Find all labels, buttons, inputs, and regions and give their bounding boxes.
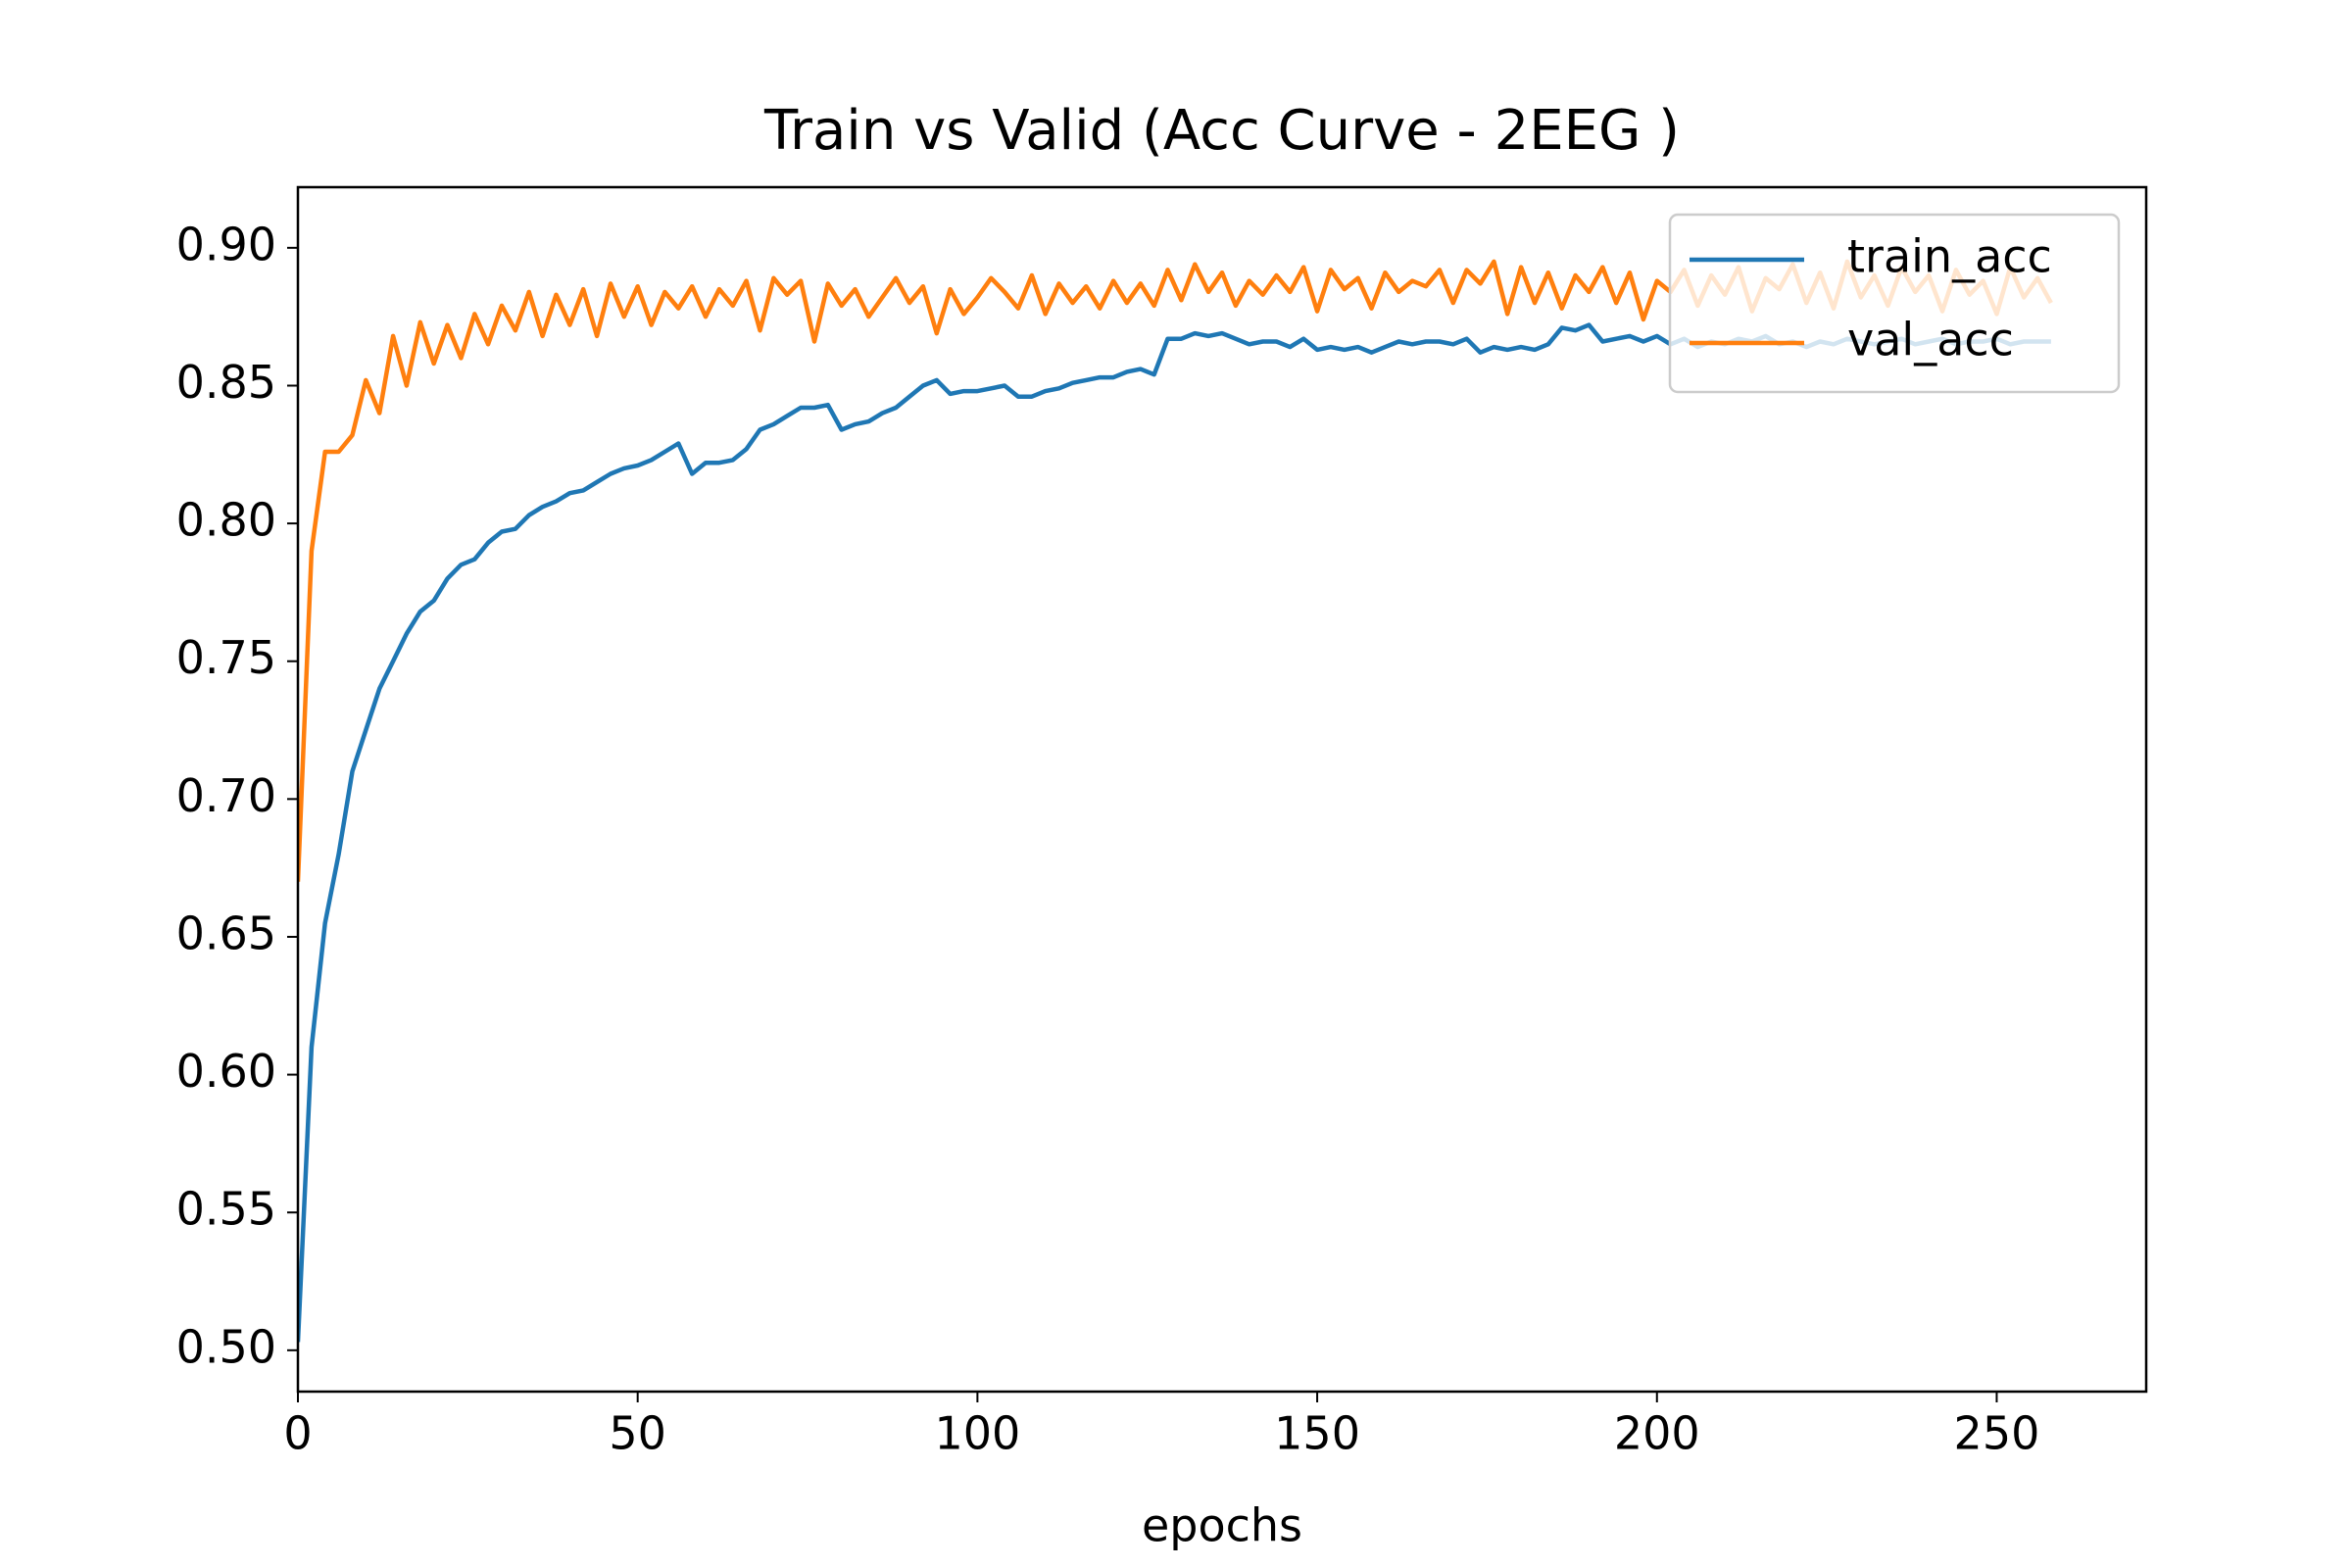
x-axis-label: epochs: [1142, 1499, 1302, 1552]
x-tick-label: 100: [934, 1407, 1020, 1460]
x-tick-label: 250: [1954, 1407, 2040, 1460]
x-tick-label: 50: [609, 1407, 666, 1460]
series-line: [298, 322, 2051, 1343]
x-tick-label: 0: [283, 1407, 312, 1460]
y-tick-label: 0.75: [176, 631, 276, 684]
plot-frame: [296, 185, 2148, 1394]
y-tick-label: 0.90: [176, 218, 276, 270]
y-tick-label: 0.65: [176, 906, 276, 959]
x-tick-label: 150: [1274, 1407, 1360, 1460]
x-tick-label: 200: [1614, 1407, 1700, 1460]
y-tick-label: 0.60: [176, 1045, 276, 1098]
chart-title: Train vs Valid (Acc Curve - 2EEG ): [763, 99, 1680, 163]
y-tick-label: 0.70: [176, 769, 276, 822]
y-tick-label: 0.80: [176, 494, 276, 547]
legend-label: val_acc: [1847, 314, 2014, 367]
y-tick-label: 0.55: [176, 1183, 276, 1236]
legend-label: train_acc: [1847, 230, 2052, 283]
y-tick-label: 0.85: [176, 356, 276, 409]
y-tick-label: 0.50: [176, 1320, 276, 1373]
